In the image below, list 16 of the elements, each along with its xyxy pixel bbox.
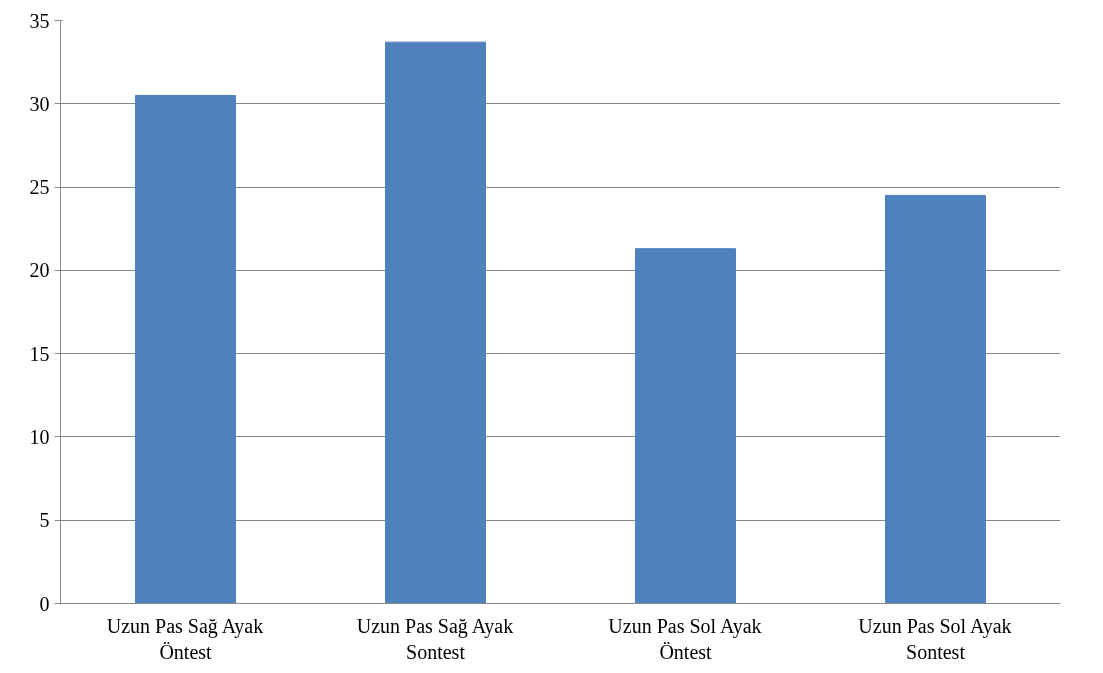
x-tick-label: Uzun Pas Sol Ayak Öntest xyxy=(608,614,762,663)
y-tick-label: 30 xyxy=(29,92,50,115)
bar xyxy=(135,94,236,604)
y-tick-label: 15 xyxy=(29,342,50,365)
y-tick-label: 5 xyxy=(39,509,50,532)
x-tick-label: Uzun Pas Sağ Ayak Öntest xyxy=(106,614,264,663)
bar xyxy=(635,248,736,604)
y-tick-label: 0 xyxy=(39,592,50,615)
x-tick-label: Uzun Pas Sol Ayak Sontest xyxy=(858,614,1012,663)
x-tick-label: Uzun Pas Sağ Ayak Sontest xyxy=(356,614,514,663)
y-tick-label: 10 xyxy=(29,425,50,448)
bar xyxy=(885,194,986,604)
y-tick-label: 20 xyxy=(29,259,50,282)
bar xyxy=(385,41,486,604)
y-tick-label: 25 xyxy=(29,176,50,199)
y-tick-label: 35 xyxy=(29,9,50,32)
